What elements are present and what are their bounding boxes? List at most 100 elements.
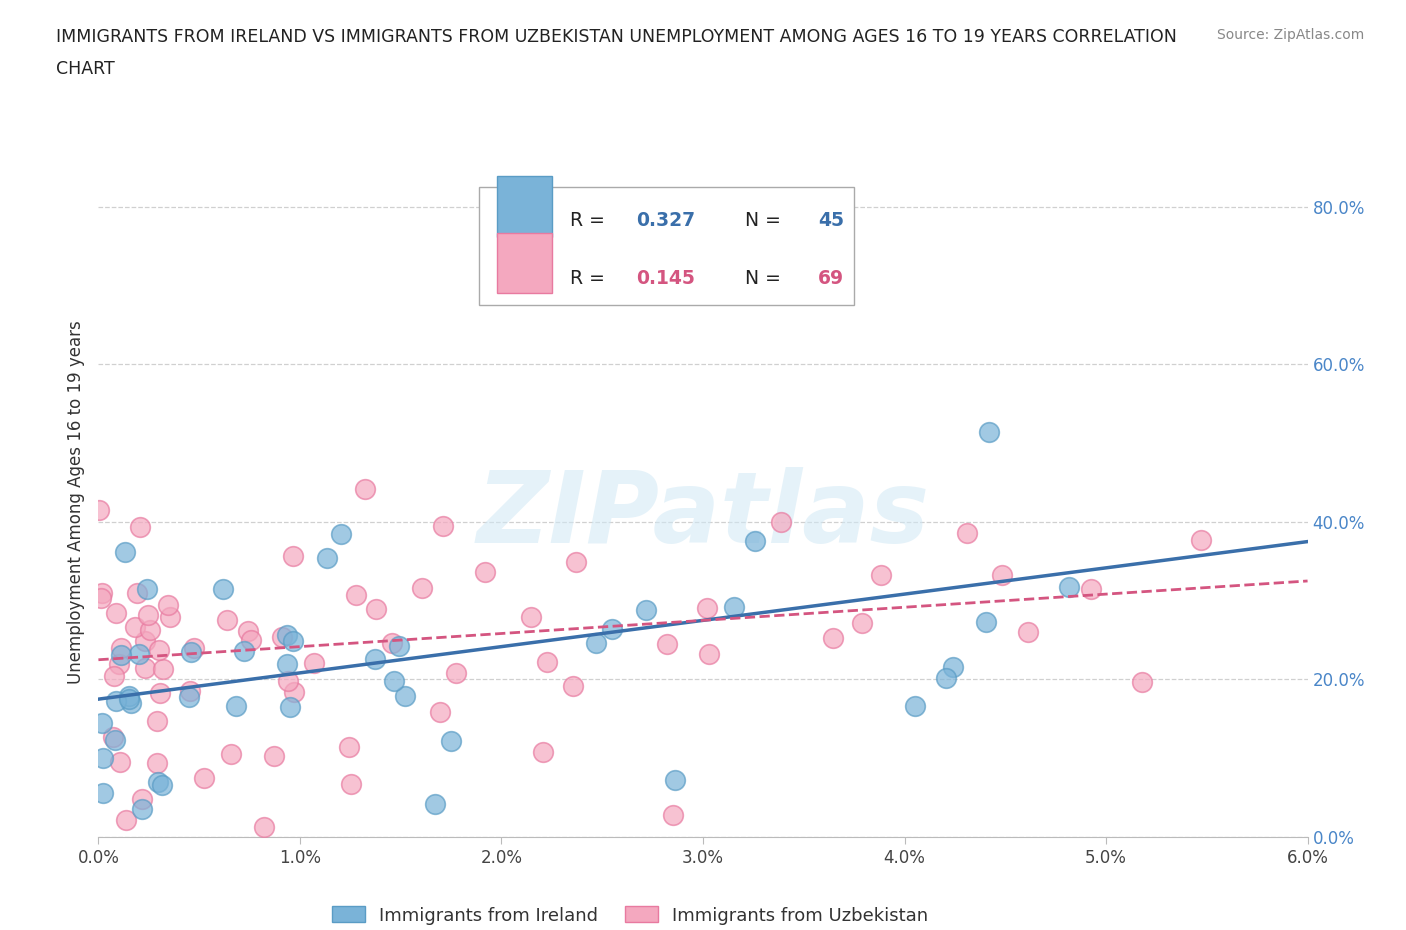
Text: N =: N = xyxy=(734,270,787,288)
Point xyxy=(263,749,285,764)
Point xyxy=(157,597,180,612)
Point xyxy=(302,655,325,670)
Point xyxy=(315,551,337,566)
Point xyxy=(179,684,201,698)
Point xyxy=(823,631,845,645)
Text: IMMIGRANTS FROM IRELAND VS IMMIGRANTS FROM UZBEKISTAN UNEMPLOYMENT AMONG AGES 16: IMMIGRANTS FROM IRELAND VS IMMIGRANTS FR… xyxy=(56,28,1177,46)
FancyBboxPatch shape xyxy=(479,188,855,305)
Point xyxy=(474,565,496,579)
Point xyxy=(131,792,153,807)
Point xyxy=(904,698,927,713)
Point xyxy=(148,643,170,658)
Point xyxy=(219,747,242,762)
Point xyxy=(146,775,169,790)
Point xyxy=(394,688,416,703)
Point xyxy=(87,503,110,518)
Point xyxy=(240,632,263,647)
Point xyxy=(278,699,301,714)
Point xyxy=(134,660,156,675)
Point xyxy=(253,819,276,834)
Point xyxy=(1080,581,1102,596)
Text: 0.145: 0.145 xyxy=(637,270,696,288)
Point xyxy=(276,627,298,642)
Point xyxy=(429,704,451,719)
Point xyxy=(281,633,304,648)
Point xyxy=(330,526,353,541)
Point xyxy=(146,756,169,771)
Point xyxy=(108,657,131,671)
Point xyxy=(114,545,136,560)
Point xyxy=(364,652,387,667)
Point xyxy=(146,714,169,729)
Point xyxy=(180,644,202,659)
Point xyxy=(770,514,793,529)
Point xyxy=(150,777,173,792)
Point xyxy=(283,684,305,699)
Point xyxy=(366,602,388,617)
Point xyxy=(110,647,132,662)
Point xyxy=(135,854,157,869)
Text: 45: 45 xyxy=(818,211,844,230)
Point xyxy=(277,673,299,688)
Point xyxy=(564,554,586,569)
Point xyxy=(562,679,585,694)
Point xyxy=(974,615,997,630)
Point xyxy=(128,646,150,661)
Point xyxy=(271,630,294,644)
Point xyxy=(120,696,142,711)
Point xyxy=(104,732,127,747)
Point xyxy=(977,425,1000,440)
Point xyxy=(128,520,150,535)
Text: N =: N = xyxy=(734,211,787,230)
Point xyxy=(91,786,114,801)
Point xyxy=(134,634,156,649)
Point xyxy=(225,698,247,713)
Point xyxy=(139,623,162,638)
Text: 0.327: 0.327 xyxy=(637,211,696,230)
Point xyxy=(744,533,766,548)
Point xyxy=(664,773,686,788)
Point xyxy=(110,641,132,656)
Point xyxy=(696,601,718,616)
Point xyxy=(152,662,174,677)
Text: R =: R = xyxy=(569,211,610,230)
Point xyxy=(344,588,367,603)
Point xyxy=(531,744,554,759)
Point xyxy=(118,688,141,703)
Point xyxy=(117,691,139,706)
Point xyxy=(340,777,363,791)
Point xyxy=(149,685,172,700)
Y-axis label: Unemployment Among Ages 16 to 19 years: Unemployment Among Ages 16 to 19 years xyxy=(66,320,84,684)
Point xyxy=(104,694,127,709)
Point xyxy=(444,665,467,680)
Point xyxy=(124,619,146,634)
Point xyxy=(382,674,405,689)
Point xyxy=(411,581,433,596)
Point xyxy=(956,525,979,540)
Point xyxy=(585,635,607,650)
FancyBboxPatch shape xyxy=(498,177,551,237)
Point xyxy=(388,639,411,654)
Text: Source: ZipAtlas.com: Source: ZipAtlas.com xyxy=(1216,28,1364,42)
Point xyxy=(337,739,360,754)
Point xyxy=(662,808,685,823)
Point xyxy=(136,581,159,596)
Point xyxy=(159,609,181,624)
Text: ZIPatlas: ZIPatlas xyxy=(477,467,929,565)
Point xyxy=(851,616,873,631)
Point xyxy=(1130,674,1153,689)
Text: CHART: CHART xyxy=(56,60,115,78)
Point xyxy=(215,613,238,628)
Text: 69: 69 xyxy=(818,270,844,288)
Point xyxy=(136,607,159,622)
Point xyxy=(193,771,215,786)
Point xyxy=(276,657,298,671)
Point xyxy=(697,646,720,661)
Point xyxy=(536,655,558,670)
Point xyxy=(105,606,128,621)
Point xyxy=(183,641,205,656)
Point xyxy=(1017,625,1039,640)
Point xyxy=(440,734,463,749)
Point xyxy=(657,636,679,651)
Point xyxy=(935,670,957,684)
